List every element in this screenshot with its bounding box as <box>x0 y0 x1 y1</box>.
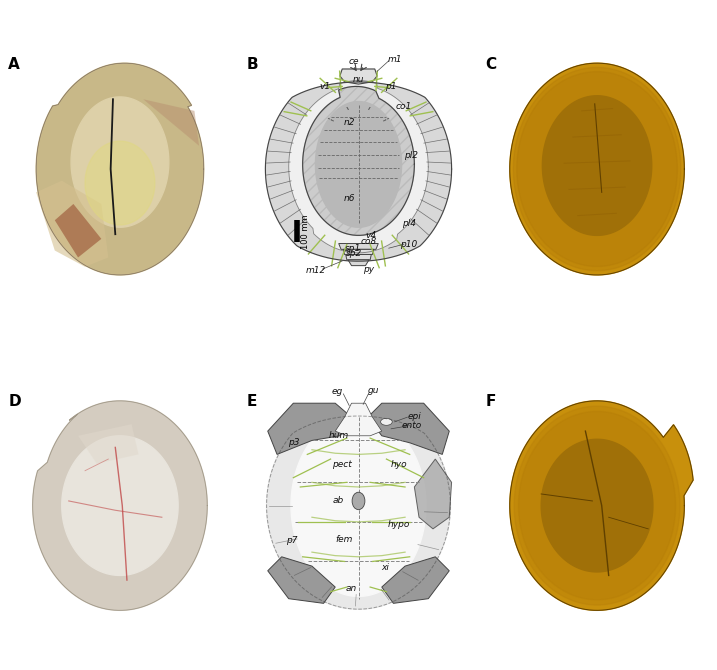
Text: gu: gu <box>368 386 379 395</box>
Polygon shape <box>303 86 414 235</box>
Text: sp2: sp2 <box>346 249 362 258</box>
Text: pl4: pl4 <box>402 219 416 228</box>
Polygon shape <box>368 403 450 454</box>
Text: p1: p1 <box>385 82 397 91</box>
Text: nu: nu <box>353 75 364 84</box>
Polygon shape <box>414 459 452 529</box>
Text: E: E <box>247 394 257 409</box>
Polygon shape <box>381 557 450 604</box>
Polygon shape <box>542 96 652 235</box>
Polygon shape <box>267 557 336 604</box>
Polygon shape <box>36 63 204 275</box>
Text: eg: eg <box>332 387 343 396</box>
Text: p7: p7 <box>286 536 298 545</box>
Polygon shape <box>346 255 371 260</box>
Text: A: A <box>8 58 20 72</box>
Text: p10: p10 <box>400 240 417 249</box>
Text: p3: p3 <box>288 438 299 448</box>
Polygon shape <box>517 72 678 267</box>
Text: ento: ento <box>402 421 422 430</box>
Polygon shape <box>343 249 374 255</box>
Polygon shape <box>265 82 452 261</box>
Text: epi: epi <box>407 411 421 421</box>
Text: hyo: hyo <box>391 460 407 470</box>
Polygon shape <box>289 80 428 253</box>
Text: n6: n6 <box>343 194 355 202</box>
Text: pl2: pl2 <box>404 151 418 159</box>
Text: ce: ce <box>348 58 359 66</box>
Polygon shape <box>336 403 381 436</box>
Text: F: F <box>485 394 495 409</box>
Text: D: D <box>8 394 21 409</box>
Polygon shape <box>33 401 207 610</box>
Text: v1: v1 <box>319 82 331 91</box>
Polygon shape <box>348 260 369 265</box>
Text: v4: v4 <box>366 231 377 240</box>
Text: 100 mm: 100 mm <box>301 214 310 249</box>
Polygon shape <box>510 401 693 610</box>
Text: co1: co1 <box>396 102 412 111</box>
Polygon shape <box>62 436 178 576</box>
Text: co8: co8 <box>361 237 377 246</box>
Polygon shape <box>513 68 681 271</box>
Text: an: an <box>346 584 357 593</box>
Text: pect: pect <box>333 460 352 470</box>
Polygon shape <box>514 406 680 605</box>
Polygon shape <box>315 102 402 227</box>
Polygon shape <box>267 403 351 454</box>
Polygon shape <box>71 97 168 227</box>
Text: xi: xi <box>381 563 389 572</box>
Polygon shape <box>291 415 426 596</box>
Polygon shape <box>541 440 653 572</box>
Polygon shape <box>340 69 377 84</box>
Polygon shape <box>338 243 379 249</box>
Polygon shape <box>143 99 199 146</box>
Polygon shape <box>510 63 684 275</box>
Text: fem: fem <box>336 535 353 544</box>
Text: hypo: hypo <box>388 520 410 529</box>
Polygon shape <box>36 181 108 267</box>
Text: py: py <box>364 265 374 273</box>
Ellipse shape <box>381 418 392 425</box>
Text: sp1: sp1 <box>345 244 361 253</box>
Text: hum: hum <box>328 431 349 440</box>
Text: C: C <box>485 58 496 72</box>
Polygon shape <box>78 424 138 464</box>
Polygon shape <box>267 416 450 609</box>
Text: m1: m1 <box>387 55 402 64</box>
Ellipse shape <box>352 492 365 510</box>
Polygon shape <box>518 411 675 600</box>
Text: m12: m12 <box>305 266 326 275</box>
Text: ab: ab <box>333 496 344 505</box>
Polygon shape <box>85 141 155 225</box>
Text: n2: n2 <box>343 118 355 127</box>
Text: B: B <box>247 58 258 72</box>
Polygon shape <box>54 204 101 257</box>
